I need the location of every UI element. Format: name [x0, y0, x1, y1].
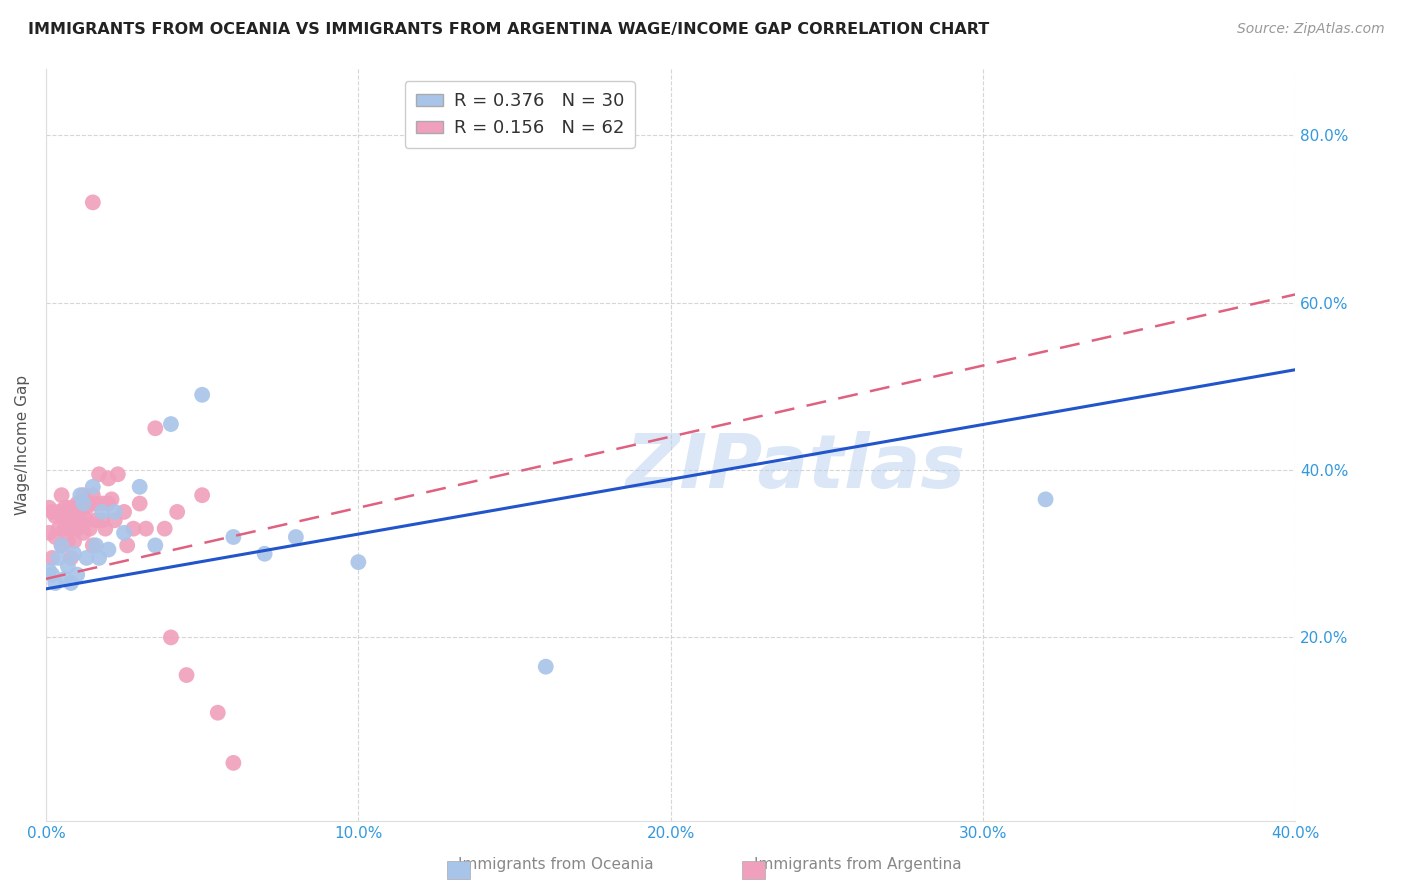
- Point: [176, 668, 198, 682]
- Point: [284, 530, 307, 544]
- Point: [66, 509, 89, 524]
- Point: [160, 417, 183, 431]
- Point: [63, 500, 86, 515]
- Point: [48, 505, 70, 519]
- Point: [76, 550, 98, 565]
- Point: [82, 480, 104, 494]
- Point: [44, 509, 66, 524]
- Point: [56, 534, 79, 549]
- Legend: R = 0.376   N = 30, R = 0.156   N = 62: R = 0.376 N = 30, R = 0.156 N = 62: [405, 81, 636, 148]
- Point: [63, 513, 86, 527]
- Point: [53, 572, 76, 586]
- Point: [104, 505, 127, 519]
- Text: IMMIGRANTS FROM OCEANIA VS IMMIGRANTS FROM ARGENTINA WAGE/INCOME GAP CORRELATION: IMMIGRANTS FROM OCEANIA VS IMMIGRANTS FR…: [28, 22, 990, 37]
- Y-axis label: Wage/Income Gap: Wage/Income Gap: [15, 375, 30, 515]
- Point: [41, 505, 63, 519]
- Point: [66, 497, 89, 511]
- Point: [143, 421, 166, 435]
- Point: [112, 525, 135, 540]
- Point: [56, 500, 79, 515]
- Point: [107, 467, 129, 482]
- Point: [59, 550, 82, 565]
- Point: [253, 547, 276, 561]
- Point: [76, 513, 98, 527]
- Point: [82, 488, 104, 502]
- Point: [104, 513, 127, 527]
- Text: Source: ZipAtlas.com: Source: ZipAtlas.com: [1237, 22, 1385, 37]
- Point: [59, 522, 82, 536]
- Point: [69, 497, 91, 511]
- Point: [48, 522, 70, 536]
- Point: [59, 509, 82, 524]
- Point: [94, 522, 117, 536]
- Point: [82, 195, 104, 210]
- Point: [56, 513, 79, 527]
- Point: [112, 505, 135, 519]
- Point: [38, 500, 60, 515]
- Point: [128, 497, 150, 511]
- Point: [135, 522, 157, 536]
- Point: [59, 576, 82, 591]
- Point: [191, 488, 214, 502]
- Point: [347, 555, 370, 569]
- Point: [122, 522, 145, 536]
- Point: [222, 530, 245, 544]
- Point: [72, 525, 94, 540]
- Point: [38, 564, 60, 578]
- Point: [1035, 492, 1057, 507]
- Point: [160, 631, 183, 645]
- Point: [84, 538, 107, 552]
- Point: [115, 538, 138, 552]
- Point: [79, 497, 101, 511]
- Point: [91, 505, 114, 519]
- Point: [69, 513, 91, 527]
- Point: [97, 471, 120, 485]
- Point: [91, 497, 114, 511]
- Point: [56, 559, 79, 574]
- Point: [79, 522, 101, 536]
- Point: [91, 513, 114, 527]
- Point: [191, 388, 214, 402]
- Point: [84, 513, 107, 527]
- Point: [166, 505, 188, 519]
- Point: [51, 538, 73, 552]
- Point: [44, 530, 66, 544]
- Point: [84, 497, 107, 511]
- Point: [53, 513, 76, 527]
- Text: Immigrants from Argentina: Immigrants from Argentina: [754, 857, 962, 872]
- Point: [63, 547, 86, 561]
- Point: [153, 522, 176, 536]
- Point: [222, 756, 245, 770]
- Point: [207, 706, 229, 720]
- Point: [66, 522, 89, 536]
- Point: [53, 522, 76, 536]
- Text: ZIPatlas: ZIPatlas: [626, 431, 966, 504]
- Point: [66, 567, 89, 582]
- Point: [53, 500, 76, 515]
- Point: [72, 500, 94, 515]
- Point: [38, 525, 60, 540]
- Point: [51, 488, 73, 502]
- Point: [97, 497, 120, 511]
- Point: [41, 567, 63, 582]
- Point: [72, 488, 94, 502]
- Point: [63, 534, 86, 549]
- Point: [143, 538, 166, 552]
- Point: [51, 538, 73, 552]
- Point: [69, 488, 91, 502]
- Point: [87, 467, 110, 482]
- Point: [76, 500, 98, 515]
- Point: [41, 550, 63, 565]
- Point: [72, 497, 94, 511]
- Point: [97, 542, 120, 557]
- Point: [128, 480, 150, 494]
- Point: [51, 509, 73, 524]
- Point: [48, 550, 70, 565]
- Point: [82, 538, 104, 552]
- Point: [87, 550, 110, 565]
- Point: [44, 576, 66, 591]
- Text: Immigrants from Oceania: Immigrants from Oceania: [457, 857, 654, 872]
- Point: [100, 492, 122, 507]
- Point: [534, 659, 557, 673]
